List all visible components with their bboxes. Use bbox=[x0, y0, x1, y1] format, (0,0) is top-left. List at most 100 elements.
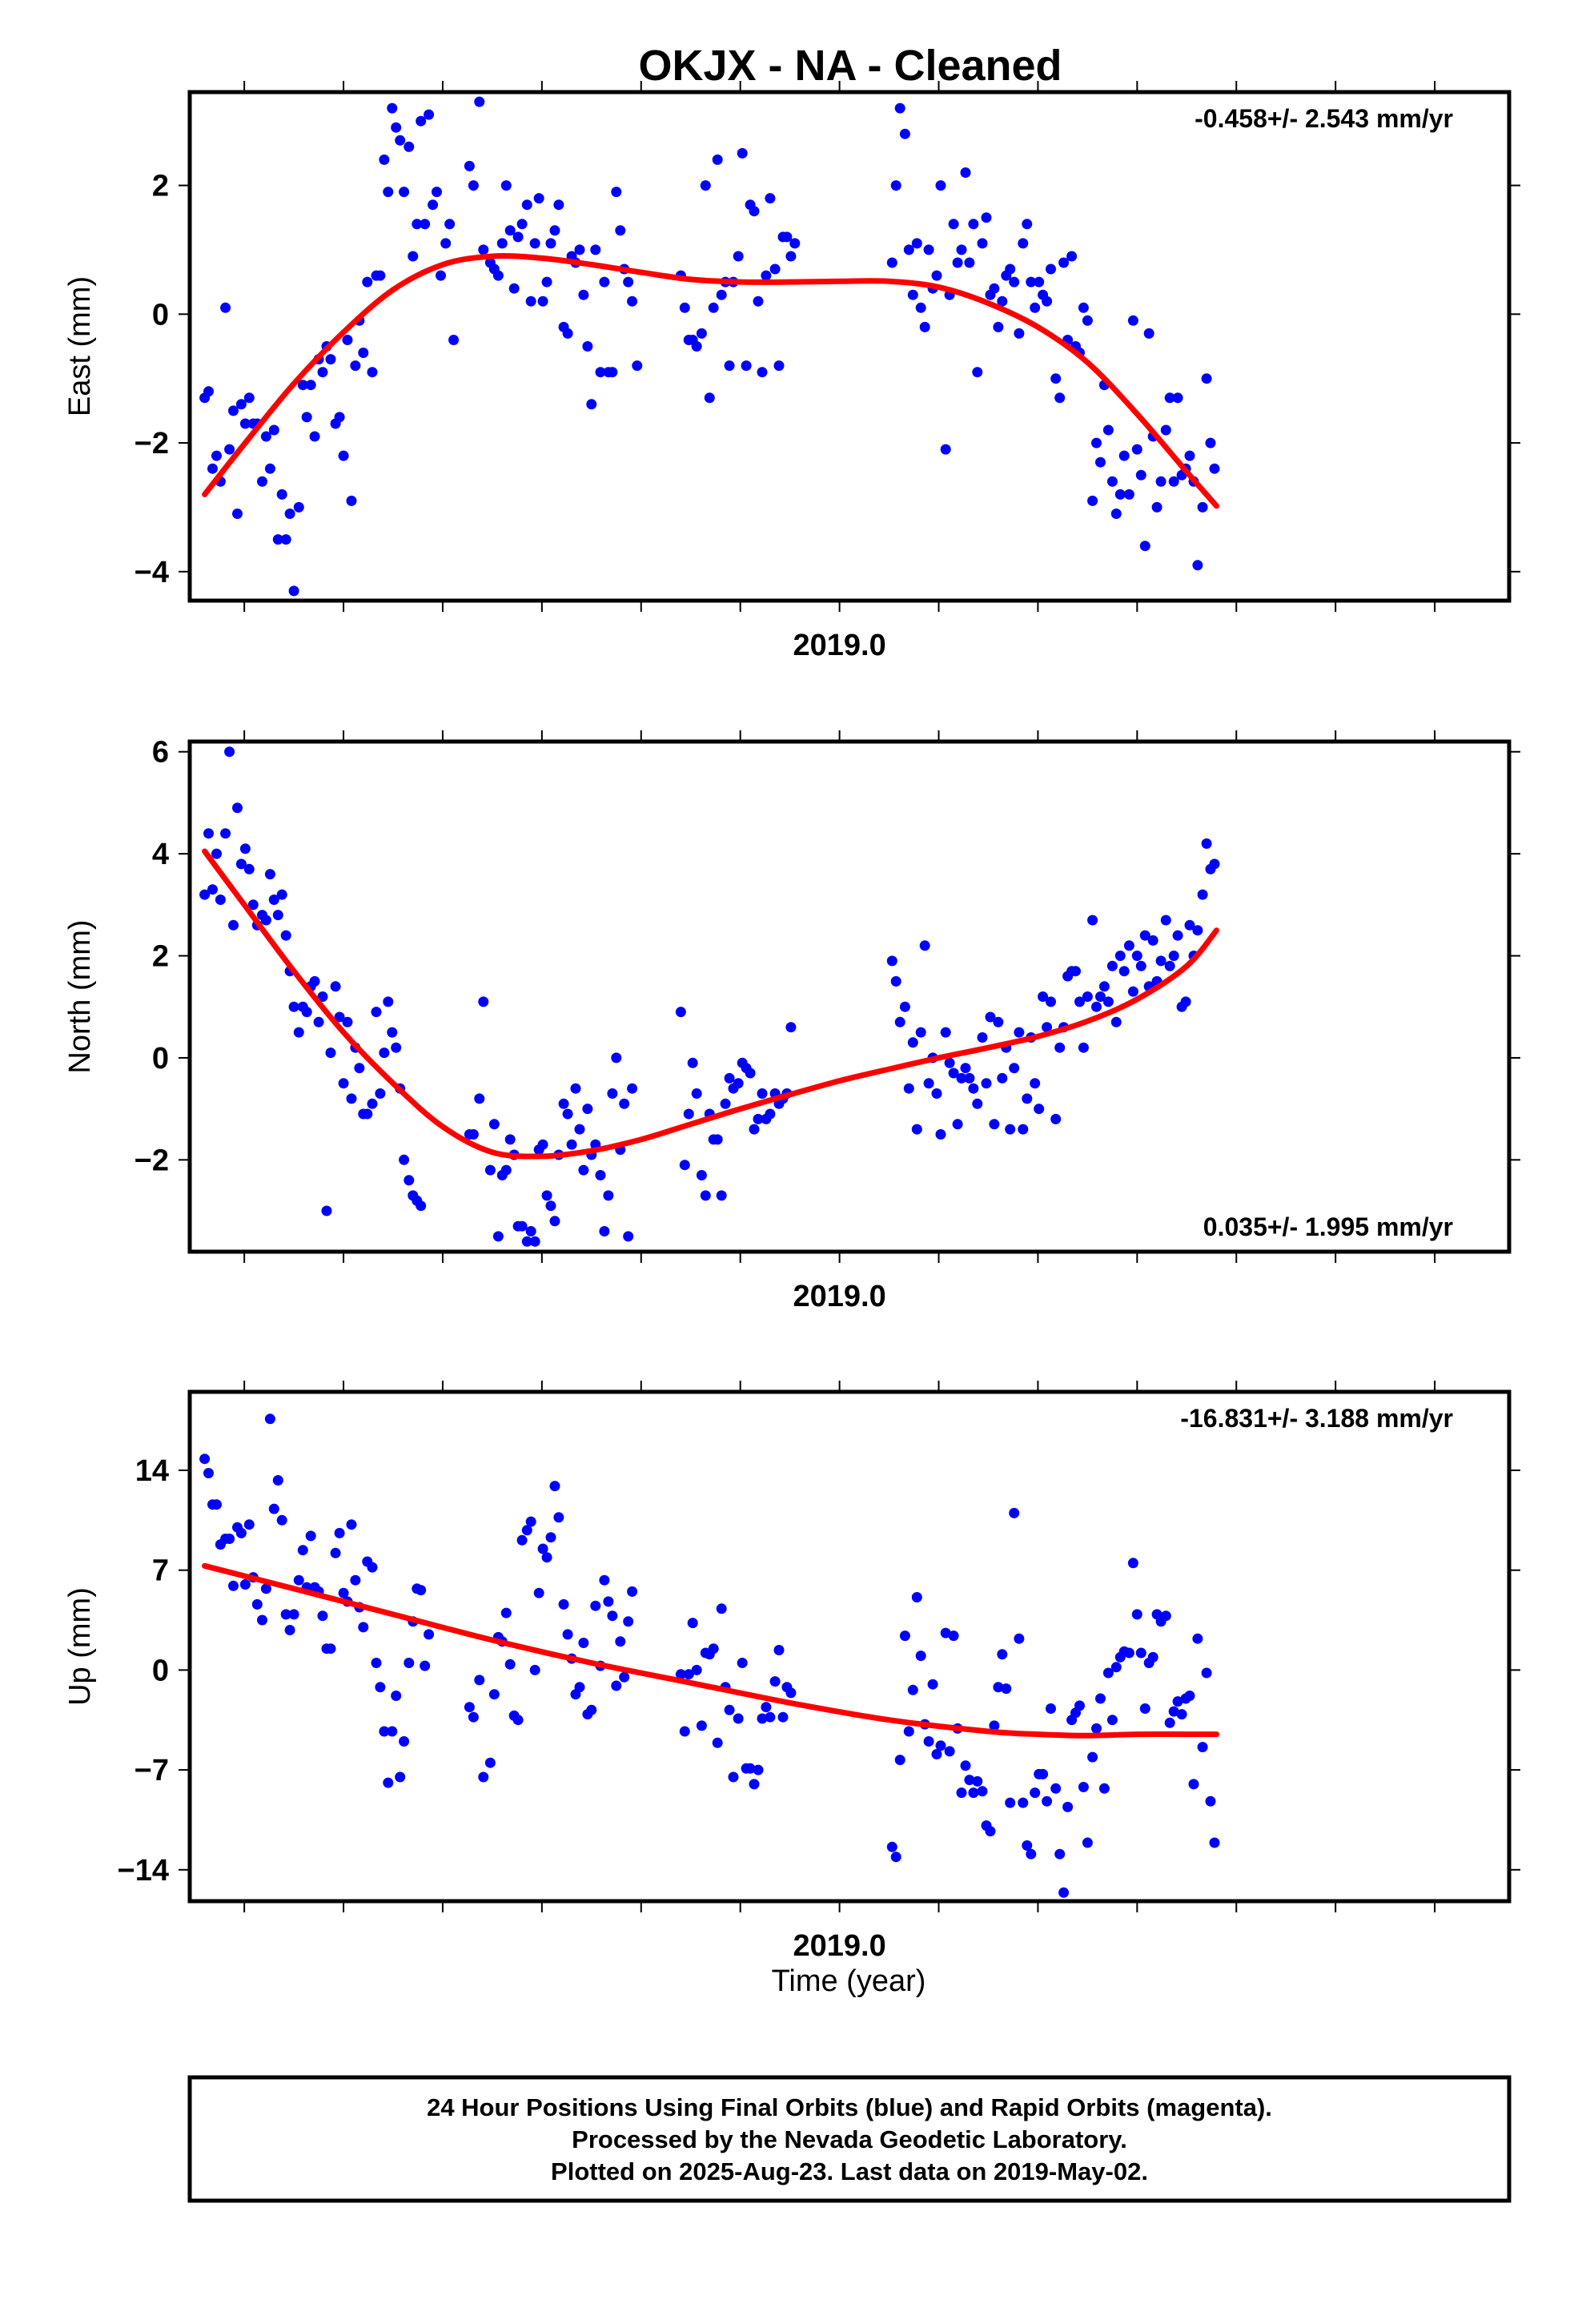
data-point bbox=[1164, 1717, 1175, 1728]
data-point bbox=[1123, 1647, 1134, 1659]
data-point bbox=[478, 996, 489, 1007]
data-point bbox=[761, 270, 772, 281]
data-point bbox=[1106, 476, 1118, 487]
data-point bbox=[562, 1629, 573, 1640]
data-point bbox=[504, 225, 516, 236]
data-point bbox=[228, 405, 239, 416]
data-point bbox=[1022, 219, 1033, 230]
data-point bbox=[712, 154, 723, 165]
data-point bbox=[297, 380, 308, 391]
data-point bbox=[1205, 437, 1216, 448]
y-tick-label: 4 bbox=[152, 838, 169, 871]
data-point bbox=[911, 238, 922, 249]
data-point bbox=[903, 1083, 914, 1094]
data-point bbox=[993, 1682, 1004, 1693]
data-point bbox=[464, 160, 475, 171]
data-point bbox=[1155, 476, 1166, 487]
data-point bbox=[525, 1226, 536, 1236]
data-point bbox=[541, 276, 552, 287]
data-point bbox=[516, 219, 528, 230]
data-point bbox=[907, 289, 918, 300]
data-point bbox=[890, 180, 901, 191]
data-point bbox=[280, 1609, 291, 1620]
data-point bbox=[1209, 1837, 1220, 1848]
data-point bbox=[367, 1098, 378, 1109]
data-point bbox=[280, 534, 291, 545]
data-point bbox=[260, 431, 271, 442]
velocity-rate-label: 0.035+/- 1.995 mm/yr bbox=[1203, 1212, 1453, 1241]
data-point bbox=[1164, 960, 1175, 971]
data-point bbox=[288, 585, 299, 597]
data-point bbox=[903, 244, 914, 255]
data-point bbox=[1046, 996, 1056, 1007]
data-point bbox=[500, 1607, 512, 1618]
data-point bbox=[574, 1124, 585, 1135]
y-axis-label: East (mm) bbox=[63, 276, 97, 416]
data-point bbox=[268, 895, 279, 905]
data-point bbox=[1135, 469, 1146, 480]
data-point bbox=[611, 1680, 622, 1691]
data-point bbox=[264, 1413, 275, 1425]
data-point bbox=[1192, 1633, 1203, 1644]
data-point bbox=[753, 1764, 764, 1775]
data-point bbox=[582, 341, 593, 352]
data-point bbox=[981, 212, 992, 223]
data-point bbox=[276, 489, 287, 500]
data-point bbox=[305, 380, 316, 391]
data-point bbox=[354, 1063, 365, 1074]
data-point bbox=[529, 1236, 540, 1247]
data-point bbox=[683, 1669, 694, 1680]
data-point bbox=[545, 1200, 556, 1212]
data-point bbox=[243, 863, 255, 875]
data-point bbox=[484, 1164, 496, 1176]
data-point bbox=[399, 187, 410, 198]
data-point bbox=[1176, 1709, 1187, 1720]
data-point bbox=[615, 1636, 626, 1647]
data-point bbox=[553, 1512, 564, 1523]
data-point bbox=[785, 1022, 797, 1033]
data-point bbox=[1087, 1751, 1098, 1763]
data-point bbox=[387, 1027, 398, 1038]
data-point bbox=[1005, 1797, 1016, 1808]
data-point bbox=[956, 1072, 967, 1084]
data-point bbox=[207, 884, 218, 895]
y-tick-label: 0 bbox=[152, 1654, 169, 1687]
data-point bbox=[325, 354, 336, 365]
fit-curve bbox=[202, 848, 1219, 1160]
data-point bbox=[704, 392, 715, 404]
data-point bbox=[1005, 263, 1016, 275]
data-point bbox=[899, 128, 910, 139]
data-point bbox=[1018, 1124, 1029, 1135]
y-tick-label: −2 bbox=[135, 1144, 169, 1177]
data-point bbox=[399, 1736, 410, 1747]
data-point bbox=[211, 450, 222, 461]
data-point bbox=[886, 955, 897, 967]
data-point bbox=[562, 328, 573, 339]
data-point bbox=[338, 450, 349, 461]
data-point bbox=[521, 1236, 532, 1247]
data-point bbox=[371, 1007, 382, 1018]
data-point bbox=[1106, 960, 1118, 971]
data-point bbox=[367, 367, 378, 378]
data-point bbox=[1197, 501, 1208, 513]
data-point bbox=[432, 187, 442, 198]
data-point bbox=[927, 1679, 938, 1690]
data-point bbox=[342, 1016, 353, 1027]
data-point bbox=[733, 1713, 744, 1724]
data-point bbox=[1209, 463, 1220, 474]
data-point bbox=[1098, 1783, 1110, 1794]
data-point bbox=[1135, 960, 1146, 971]
data-point bbox=[1143, 328, 1154, 339]
data-point bbox=[1106, 1715, 1118, 1726]
data-point bbox=[1070, 966, 1081, 977]
data-point bbox=[599, 276, 610, 287]
data-point bbox=[1014, 1633, 1025, 1644]
data-point bbox=[1139, 930, 1150, 941]
data-point bbox=[362, 1108, 373, 1120]
data-point bbox=[590, 1600, 601, 1611]
data-point bbox=[1058, 257, 1070, 268]
data-point bbox=[1046, 263, 1056, 275]
data-point bbox=[268, 424, 279, 436]
data-point bbox=[1001, 1683, 1012, 1695]
y-axis-label: Up (mm) bbox=[63, 1587, 97, 1706]
